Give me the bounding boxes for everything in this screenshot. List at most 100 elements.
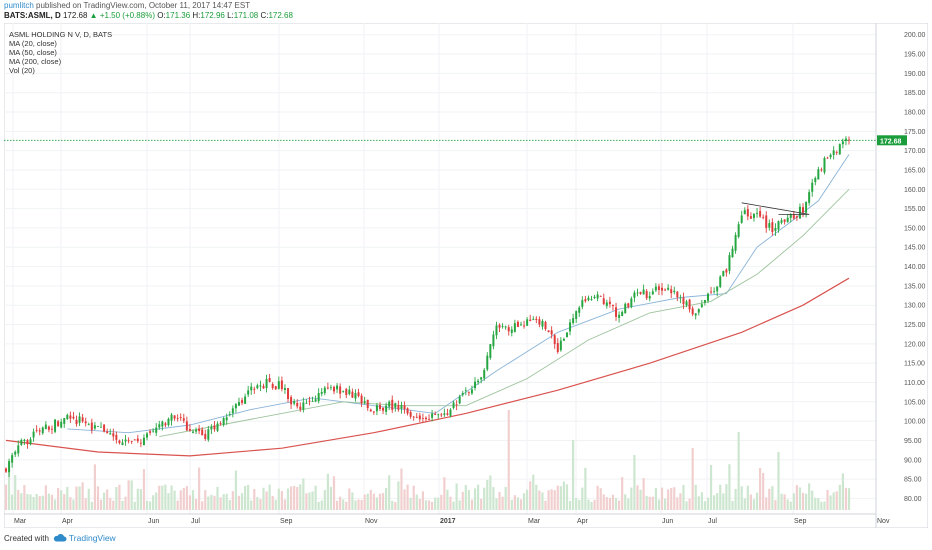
volume-bar (136, 488, 139, 510)
price-axis[interactable]: 200.00 195.00 190.00 185.00 180.00 175.00 170.… (4, 23, 926, 528)
candle-body (400, 405, 403, 409)
volume-bar (66, 486, 69, 510)
legend-ma50[interactable]: MA (50, close) (9, 48, 57, 57)
volume-bar (749, 494, 753, 510)
candle-body (565, 332, 568, 338)
volume-bar (145, 500, 149, 510)
volume-bar (584, 467, 587, 510)
candle-body (354, 393, 357, 399)
candle-body (820, 169, 823, 171)
candle-body (480, 377, 483, 380)
volume-bar (550, 489, 553, 510)
candle-body (201, 429, 204, 436)
candle-body (691, 308, 694, 315)
volume-bar (302, 478, 305, 510)
volume-bar (801, 492, 805, 510)
candle-body (326, 387, 329, 389)
volume-bar (709, 465, 713, 510)
volume-bar (277, 488, 280, 510)
volume-bar (93, 464, 96, 510)
volume-bar (237, 495, 241, 510)
price-tick-label: 135.00 (904, 283, 926, 290)
candle-body (409, 412, 412, 417)
volume-bar (430, 501, 434, 510)
candle-body (428, 418, 431, 420)
volume-bar (265, 491, 268, 510)
candle-body (170, 414, 173, 421)
candle-body (136, 438, 139, 442)
candle-body (624, 303, 627, 314)
candle-body (38, 430, 41, 432)
volume-bar (740, 486, 743, 510)
candle-body (648, 296, 651, 299)
candle-body (372, 411, 375, 413)
high-value: 172.96 (200, 11, 225, 20)
volume-bar (507, 410, 510, 510)
candle-body (786, 217, 789, 223)
volume-bar (700, 492, 703, 510)
candle-body (308, 400, 311, 402)
candle-body (523, 325, 526, 327)
volume-bar (293, 486, 296, 510)
volume-bar (568, 500, 572, 510)
volume-bar (41, 495, 44, 510)
volume-bar (139, 489, 142, 510)
legend-ma20[interactable]: MA (20, close) (9, 39, 57, 48)
legend-title[interactable]: ASML HOLDING N V, D, BATS (9, 30, 113, 39)
candle-body (287, 388, 290, 399)
volume-bar (339, 496, 342, 510)
volume-bar (694, 484, 697, 510)
volume-bar (811, 490, 814, 510)
candle-body (11, 455, 14, 463)
candle-body (569, 322, 572, 332)
volume-bar (829, 495, 832, 510)
candle-body (651, 291, 654, 295)
volume-bar (244, 486, 247, 510)
volume-bar (179, 490, 182, 510)
candle-body (802, 207, 805, 213)
volume-bar (467, 490, 470, 510)
footer: Created with TradingView (4, 533, 116, 543)
volume-bar (57, 488, 60, 510)
volume-bar (648, 496, 651, 510)
candle-body (106, 431, 109, 434)
volume-bar (84, 498, 87, 510)
volume-bar (225, 493, 228, 510)
volume-bar (274, 499, 277, 510)
candle-body (375, 405, 378, 412)
author-link[interactable]: pumlitch (4, 1, 34, 10)
price-tick-label: 95.00 (904, 438, 922, 445)
candle-body (357, 392, 360, 397)
volume-bar (443, 477, 446, 510)
candle-body (26, 440, 29, 445)
volume-bar (743, 498, 746, 510)
volume-bar (590, 501, 593, 510)
volume-bar (391, 500, 394, 510)
candle-body (559, 340, 562, 351)
candle-body (667, 287, 670, 290)
candle-body (486, 355, 489, 370)
candle-body (464, 390, 467, 392)
tradingview-link[interactable]: TradingView (53, 533, 116, 543)
volume-bar (176, 500, 179, 510)
candle-body (118, 440, 121, 444)
time-axis[interactable]: Mar Apr Jun Jul Sep Nov 2017 Mar Apr Jun Jul Sep Nov (4, 513, 890, 525)
publish-text: published on TradingView.com, October 11… (33, 1, 251, 10)
candle-body (814, 178, 817, 183)
legend-vol[interactable]: Vol (20) (9, 66, 35, 75)
close-value: 172.68 (268, 11, 293, 20)
legend-ma200[interactable]: MA (200, close) (9, 57, 62, 66)
candle-body (673, 290, 676, 293)
volume-bar (642, 478, 645, 510)
candle-body (305, 402, 308, 404)
candle-body (283, 388, 286, 390)
volume-bar (314, 485, 317, 510)
price-chart[interactable]: 200.00 195.00 190.00 185.00 180.00 175.00 170.… (4, 23, 928, 528)
candle-body (710, 291, 713, 293)
volume-bar (556, 485, 559, 510)
candle-body (424, 417, 427, 420)
candle-body (317, 393, 320, 402)
price-tick-label: 80.00 (904, 496, 922, 503)
candle-body (14, 451, 17, 455)
symbol[interactable]: BATS:ASML, D (4, 11, 61, 20)
